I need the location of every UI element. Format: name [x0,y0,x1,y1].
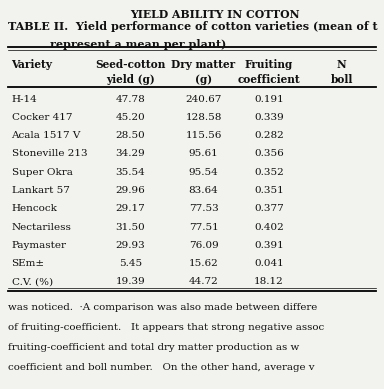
Text: 0.402: 0.402 [254,223,284,231]
Text: Lankart 57: Lankart 57 [12,186,70,195]
Text: 44.72: 44.72 [189,277,218,286]
Text: 35.54: 35.54 [116,168,146,177]
Text: 29.93: 29.93 [116,241,146,250]
Text: fruiting-coefficient and total dry matter production as w: fruiting-coefficient and total dry matte… [8,343,299,352]
Text: coefficient and boll number.   On the other hand, average v: coefficient and boll number. On the othe… [8,363,314,372]
Text: C.V. (%): C.V. (%) [12,277,53,286]
Text: 128.58: 128.58 [185,113,222,122]
Text: 240.67: 240.67 [185,95,222,103]
Text: yield (g): yield (g) [106,74,155,84]
Text: 115.56: 115.56 [185,131,222,140]
Text: 0.339: 0.339 [254,113,284,122]
Text: 95.61: 95.61 [189,149,218,158]
Text: Variety: Variety [12,59,53,70]
Text: was noticed.  ·A comparison was also made between differe: was noticed. ·A comparison was also made… [8,303,317,312]
Text: Stoneville 213: Stoneville 213 [12,149,87,158]
Text: Seed-cotton: Seed-cotton [95,59,166,70]
Text: 0.041: 0.041 [254,259,284,268]
Text: 0.356: 0.356 [254,149,284,158]
Text: Cocker 417: Cocker 417 [12,113,72,122]
Text: 15.62: 15.62 [189,259,218,268]
Text: represent a mean per plant): represent a mean per plant) [50,39,226,50]
Text: H-14: H-14 [12,95,37,103]
Text: 0.282: 0.282 [254,131,284,140]
Text: TABLE II.  Yield performance of cotton varieties (mean of t: TABLE II. Yield performance of cotton va… [8,21,377,32]
Text: 0.351: 0.351 [254,186,284,195]
Text: Paymaster: Paymaster [12,241,66,250]
Text: 0.352: 0.352 [254,168,284,177]
Text: Super Okra: Super Okra [12,168,73,177]
Text: 5.45: 5.45 [119,259,142,268]
Text: 45.20: 45.20 [116,113,146,122]
Text: 31.50: 31.50 [116,223,146,231]
Text: Nectariless: Nectariless [12,223,71,231]
Text: 29.96: 29.96 [116,186,146,195]
Text: coefficient: coefficient [237,74,300,84]
Text: Hencock: Hencock [12,204,57,213]
Text: N: N [337,59,347,70]
Text: 29.17: 29.17 [116,204,146,213]
Text: 19.39: 19.39 [116,277,146,286]
Text: (g): (g) [195,74,212,84]
Text: YIELD ABILITY IN COTTON: YIELD ABILITY IN COTTON [130,9,300,19]
Text: 0.191: 0.191 [254,95,284,103]
Text: 28.50: 28.50 [116,131,146,140]
Text: boll: boll [331,74,353,84]
Text: Fruiting: Fruiting [245,59,293,70]
Text: Dry matter: Dry matter [172,59,235,70]
Text: 77.53: 77.53 [189,204,218,213]
Text: of fruiting-coefficient.   It appears that strong negative assoc: of fruiting-coefficient. It appears that… [8,323,324,332]
Text: 77.51: 77.51 [189,223,218,231]
Text: 0.391: 0.391 [254,241,284,250]
Text: 0.377: 0.377 [254,204,284,213]
Text: 34.29: 34.29 [116,149,146,158]
Text: 47.78: 47.78 [116,95,146,103]
Text: SEm±: SEm± [12,259,45,268]
Text: 83.64: 83.64 [189,186,218,195]
Text: 76.09: 76.09 [189,241,218,250]
Text: Acala 1517 V: Acala 1517 V [12,131,81,140]
Text: 95.54: 95.54 [189,168,218,177]
Text: 18.12: 18.12 [254,277,284,286]
